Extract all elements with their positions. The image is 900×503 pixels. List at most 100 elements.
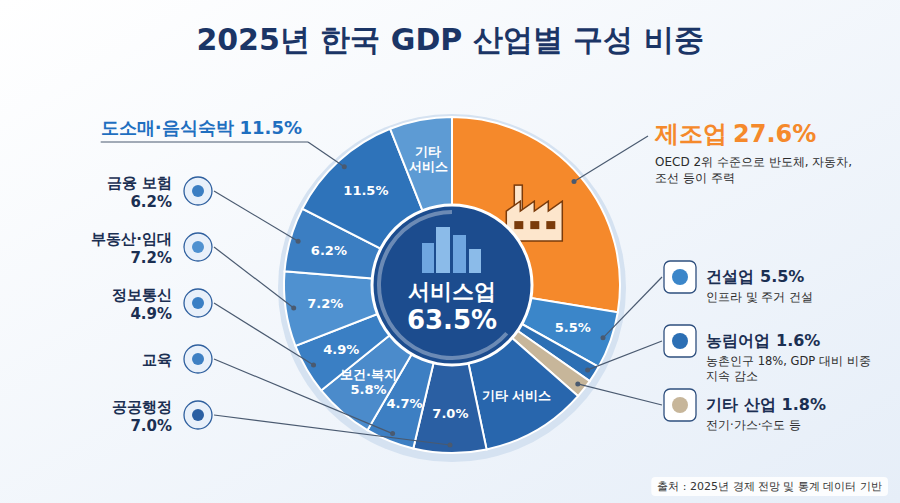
callout-icon — [184, 345, 212, 373]
note-line: 지속 감소 — [706, 369, 758, 383]
slice-label: 6.2% — [311, 243, 347, 258]
leader-line — [214, 247, 294, 308]
note-line: 인프라 및 주거 건설 — [706, 290, 813, 304]
callouts: 제조업27.6% OECD 2위 수준으로 반도체, 자동차, 조선 등이 주력건설… — [91, 117, 870, 435]
data-label: 7.2% — [307, 296, 343, 311]
leader-dot — [390, 431, 395, 436]
slice-label: 5.5% — [555, 320, 591, 335]
callout-title: 농림어업 1.6% — [706, 331, 820, 350]
leader-dot — [585, 367, 590, 372]
leader-dot — [296, 239, 301, 244]
callout-title: 교육 — [142, 351, 172, 369]
slice-label: 7.0% — [432, 406, 468, 421]
callout-title: 정보통신4.9% — [112, 286, 172, 323]
callout-icon — [664, 261, 696, 293]
leader-line — [214, 191, 298, 241]
callout-name: 금융 보험 — [107, 174, 172, 192]
note-line: 농촌인구 18%, GDP 대비 비중 — [706, 354, 871, 368]
note-line: 조선 등이 주력 — [655, 171, 735, 185]
slice-label: 4.7% — [386, 396, 422, 411]
slice-label: 11.5% — [343, 183, 388, 198]
callout-name: 교육 — [142, 351, 172, 369]
data-label: 11.5% — [343, 183, 388, 198]
callout-title: 제조업27.6% — [654, 120, 816, 148]
data-label: 4.9% — [323, 342, 359, 357]
leader-dot — [291, 306, 296, 311]
callout-icon — [664, 325, 696, 357]
data-label: 7.0% — [432, 406, 468, 421]
source: 출처 : 2025년 경제 전망 및 통계 데이터 기반 — [657, 480, 882, 493]
note-line: OECD 2위 수준으로 반도체, 자동차, — [655, 155, 852, 169]
callout-title: 부동산·임대7.2% — [91, 230, 172, 267]
callout-icon — [184, 177, 212, 205]
center-circle — [372, 205, 532, 365]
callout-icon-dot — [192, 241, 204, 253]
callout-icon-dot — [192, 185, 204, 197]
callout-value: 7.2% — [130, 249, 172, 267]
callout-icon — [184, 233, 212, 261]
slices — [284, 117, 620, 453]
icon-part — [436, 227, 450, 273]
leader-line — [603, 277, 662, 338]
callout-icon-dot — [192, 353, 204, 365]
title: 2025년 한국 GDP 산업별 구성 비중 — [196, 22, 703, 57]
leader-line — [574, 136, 648, 182]
service-share-arc — [379, 212, 507, 358]
inner-name: 기타 — [415, 144, 441, 159]
callout-icon-dot — [672, 397, 688, 413]
callout-name: 부동산·임대 — [91, 230, 172, 248]
inner-name: 서비스 — [409, 159, 448, 174]
callout-icon — [664, 389, 696, 421]
pie-shadow — [278, 114, 626, 462]
data-label: 4.7% — [386, 396, 422, 411]
callout-value: 6.2% — [130, 193, 172, 211]
icon-part — [514, 221, 523, 229]
inner-labels: 5.5%기타 서비스7.0%4.7%보건·복지5.8%4.9%7.2%6.2%1… — [307, 144, 591, 420]
icon-part — [453, 235, 466, 273]
callout-note: 농촌인구 18%, GDP 대비 비중지속 감소 — [706, 354, 871, 383]
callout-title: 기타 산업1.8% — [706, 395, 826, 414]
slice-label: 보건·복지5.8% — [340, 367, 397, 397]
callout-icon-dot — [192, 409, 204, 421]
callout-name: 기타 산업 — [706, 395, 776, 414]
callout-note: 전기·가스·수도 등 — [706, 418, 801, 432]
callout-value: 27.6% — [733, 120, 816, 148]
leader-dot — [448, 443, 453, 448]
inner-name: 기타 서비스 — [482, 388, 552, 403]
callout-value: 7.0% — [130, 417, 172, 435]
callout-note: OECD 2위 수준으로 반도체, 자동차, 조선 등이 주력 — [655, 155, 852, 185]
leader-dot — [342, 164, 347, 169]
source-bg — [651, 477, 888, 496]
leader-line — [588, 341, 662, 370]
leader-dot — [572, 179, 577, 184]
slice-label: 7.2% — [307, 296, 343, 311]
leader-line — [308, 142, 344, 167]
callout-title: 금융 보험6.2% — [107, 174, 172, 211]
callout-icon — [184, 401, 212, 429]
leader-dot — [311, 363, 316, 368]
icon-part — [546, 221, 555, 229]
slice-label: 4.9% — [323, 342, 359, 357]
callout-value: 5.5% — [760, 267, 804, 286]
callout-name: 건설업 — [706, 267, 754, 286]
inner-name: 보건·복지 — [340, 367, 397, 382]
callout-name: 농림어업 — [706, 331, 770, 350]
slice-label: 기타 서비스 — [482, 388, 552, 403]
callout-icon-dot — [672, 333, 688, 349]
data-label: 5.5% — [555, 320, 591, 335]
callout-value: 11.5% — [240, 117, 302, 138]
callout-title: 건설업 5.5% — [706, 267, 804, 286]
slice-label: 기타서비스 — [409, 144, 448, 174]
center-value: 63.5% — [407, 305, 497, 335]
leader-dot — [575, 381, 580, 386]
leader-line — [214, 415, 450, 445]
leader-lines — [101, 136, 662, 448]
callout-name: 정보통신 — [112, 286, 172, 304]
callout-value: 4.9% — [130, 305, 172, 323]
callout-value: 1.6% — [776, 331, 820, 350]
callout-note: 인프라 및 주거 건설 — [706, 290, 813, 304]
note-line: 전기·가스·수도 등 — [706, 418, 801, 432]
data-label: 5.8% — [351, 382, 387, 397]
leader-dot — [601, 335, 606, 340]
callout-name: 제조업 — [654, 120, 727, 148]
